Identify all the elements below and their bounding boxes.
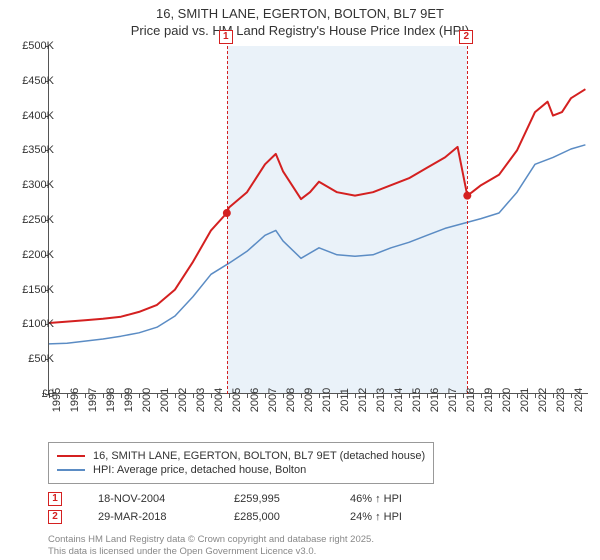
x-tick-label: 2020	[501, 388, 513, 412]
x-tick-label: 2010	[321, 388, 333, 412]
x-tick-label: 1998	[105, 388, 117, 412]
legend-label: 16, SMITH LANE, EGERTON, BOLTON, BL7 9ET…	[93, 450, 425, 462]
x-tick-label: 1997	[87, 388, 99, 412]
x-tick-label: 2009	[303, 388, 315, 412]
line-canvas	[49, 46, 588, 393]
legend-label: HPI: Average price, detached house, Bolt…	[93, 464, 306, 476]
event-row: 1 18-NOV-2004 £259,995 46% ↑ HPI	[48, 492, 450, 506]
legend: 16, SMITH LANE, EGERTON, BOLTON, BL7 9ET…	[48, 442, 434, 484]
x-tick-label: 2024	[573, 388, 585, 412]
y-tick-label: £250K	[22, 214, 54, 226]
y-tick-label: £150K	[22, 284, 54, 296]
y-tick-label: £50K	[28, 353, 54, 365]
event-price: £285,000	[234, 511, 314, 523]
x-tick-label: 2000	[141, 388, 153, 412]
legend-swatch	[57, 455, 85, 457]
x-tick-label: 2003	[195, 388, 207, 412]
x-tick-label: 2004	[213, 388, 225, 412]
event-price: £259,995	[234, 493, 314, 505]
x-tick-label: 2011	[339, 388, 351, 412]
legend-item: HPI: Average price, detached house, Bolt…	[57, 464, 425, 476]
x-tick-label: 1996	[69, 388, 81, 412]
x-tick-label: 2023	[555, 388, 567, 412]
y-tick-label: £350K	[22, 144, 54, 156]
chart-container: 16, SMITH LANE, EGERTON, BOLTON, BL7 9ET…	[0, 0, 600, 560]
y-tick-label: £400K	[22, 110, 54, 122]
event-marker: 2	[48, 510, 62, 524]
x-tick-label: 2015	[411, 388, 423, 412]
x-tick-label: 2017	[447, 388, 459, 412]
y-tick-label: £200K	[22, 249, 54, 261]
attribution-line: This data is licensed under the Open Gov…	[48, 546, 374, 558]
x-tick-label: 2018	[465, 388, 477, 412]
event-row: 2 29-MAR-2018 £285,000 24% ↑ HPI	[48, 510, 450, 524]
legend-swatch	[57, 469, 85, 471]
x-tick-label: 2006	[249, 388, 261, 412]
x-tick-label: 2008	[285, 388, 297, 412]
legend-item: 16, SMITH LANE, EGERTON, BOLTON, BL7 9ET…	[57, 450, 425, 462]
title-line2: Price paid vs. HM Land Registry's House …	[0, 23, 600, 40]
chart-title: 16, SMITH LANE, EGERTON, BOLTON, BL7 9ET…	[0, 0, 600, 40]
x-tick-label: 2001	[159, 388, 171, 412]
x-tick-label: 2005	[231, 388, 243, 412]
event-marker: 1	[48, 492, 62, 506]
y-tick-label: £500K	[22, 40, 54, 52]
x-tick-label: 2016	[429, 388, 441, 412]
x-tick-label: 2022	[537, 388, 549, 412]
x-tick-label: 2007	[267, 388, 279, 412]
x-tick-label: 2012	[357, 388, 369, 412]
event-delta: 24% ↑ HPI	[350, 511, 450, 523]
attribution-line: Contains HM Land Registry data © Crown c…	[48, 534, 374, 546]
plot-area	[48, 46, 588, 394]
x-tick-label: 2019	[483, 388, 495, 412]
x-tick-label: 2021	[519, 388, 531, 412]
event-delta: 46% ↑ HPI	[350, 493, 450, 505]
y-tick-label: £300K	[22, 179, 54, 191]
event-date: 29-MAR-2018	[98, 511, 198, 523]
x-tick-label: 1999	[123, 388, 135, 412]
y-tick-label: £100K	[22, 318, 54, 330]
x-tick-label: 1995	[51, 388, 63, 412]
y-tick-label: £450K	[22, 75, 54, 87]
event-date: 18-NOV-2004	[98, 493, 198, 505]
events-table: 1 18-NOV-2004 £259,995 46% ↑ HPI 2 29-MA…	[48, 488, 450, 528]
x-tick-label: 2014	[393, 388, 405, 412]
marker-box: 1	[219, 30, 233, 44]
x-tick-label: 2013	[375, 388, 387, 412]
title-line1: 16, SMITH LANE, EGERTON, BOLTON, BL7 9ET	[0, 6, 600, 23]
x-tick-label: 2002	[177, 388, 189, 412]
attribution: Contains HM Land Registry data © Crown c…	[48, 534, 374, 558]
marker-box: 2	[459, 30, 473, 44]
